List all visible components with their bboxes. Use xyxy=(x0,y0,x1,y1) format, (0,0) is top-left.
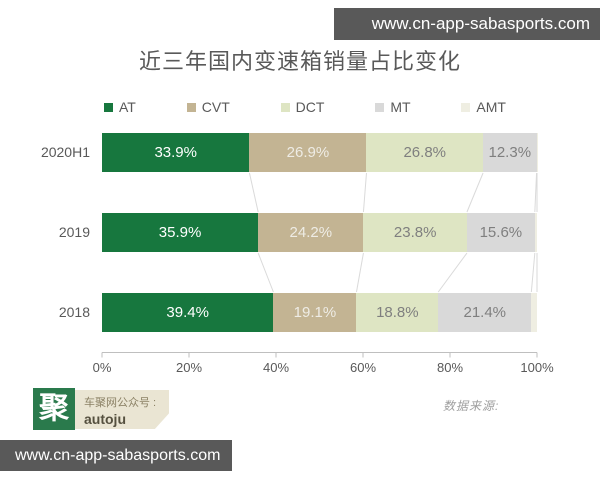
row-label-2019: 2019 xyxy=(58,224,90,240)
autoju-logo: 聚 xyxy=(33,388,75,430)
legend-label: MT xyxy=(390,99,411,115)
legend: AT CVT DCT MT AMT xyxy=(104,99,506,115)
legend-label: AMT xyxy=(476,99,506,115)
bar-segment-value: 18.8% xyxy=(376,304,419,321)
bar-segment-cvt: 24.2% xyxy=(258,213,364,252)
axis-tick-label: 60% xyxy=(349,360,377,375)
bar-segment-mt: 21.4% xyxy=(438,293,532,332)
bar-segment-dct: 18.8% xyxy=(356,293,439,332)
bar-row-2020H1: 33.9% 26.9% 26.8% 12.3% xyxy=(102,133,537,172)
legend-label: AT xyxy=(119,99,136,115)
watermark-top: www.cn-app-sabasports.com xyxy=(334,8,600,40)
row-label-2020H1: 2020H1 xyxy=(40,144,90,160)
bar-segment-mt: 15.6% xyxy=(466,213,535,252)
bar-segment-dct: 26.8% xyxy=(366,133,484,172)
bar-row-2019: 35.9% 24.2% 23.8% 15.6% xyxy=(102,213,537,252)
legend-swatch-icon xyxy=(461,102,471,112)
bar-segment-value: 26.9% xyxy=(286,144,330,161)
bar-segment-at: 39.4% xyxy=(102,293,274,332)
axis-tick-label: 100% xyxy=(520,360,554,375)
bar-segment-value: 33.9% xyxy=(154,144,197,161)
axis-tick-label: 40% xyxy=(262,360,290,375)
bar-segment-value: 26.8% xyxy=(403,144,447,161)
source-label: 数据来源: xyxy=(443,399,500,413)
legend-swatch-icon xyxy=(104,102,113,112)
bar-segment-at: 35.9% xyxy=(102,213,259,252)
legend-item-amt: AMT xyxy=(461,99,506,115)
bar-segment-amt xyxy=(534,213,537,252)
legend-item-at: AT xyxy=(104,99,136,115)
legend-swatch-icon xyxy=(375,102,385,112)
bar-row-2018: 39.4% 19.1% 18.8% 21.4% xyxy=(102,293,537,332)
bar-segment-value: 39.4% xyxy=(166,304,209,321)
account-tag: 车聚网公众号 : autoju xyxy=(75,390,169,429)
bar-segment-value: 23.8% xyxy=(393,224,437,241)
legend-item-dct: DCT xyxy=(280,99,325,115)
bar-segment-value: 24.2% xyxy=(289,224,333,241)
bar-segment-dct: 23.8% xyxy=(363,213,467,252)
bar-segment-value: 15.6% xyxy=(479,224,523,241)
legend-label: CVT xyxy=(201,99,230,115)
bar-segment-cvt: 19.1% xyxy=(273,293,357,332)
account-name: autoju xyxy=(84,411,126,427)
legend-item-cvt: CVT xyxy=(186,99,230,115)
legend-swatch-icon xyxy=(280,102,290,112)
account-label: 车聚网公众号 : xyxy=(84,397,157,409)
legend-swatch-icon xyxy=(186,102,196,112)
bar-segment-value: 35.9% xyxy=(158,224,202,241)
watermark-bottom: www.cn-app-sabasports.com xyxy=(0,440,232,471)
logo-glyph-icon: 聚 xyxy=(39,392,69,425)
bar-segment-value: 12.3% xyxy=(488,144,532,161)
bar-segment-value: 19.1% xyxy=(293,304,337,321)
legend-label: DCT xyxy=(295,99,325,115)
axis-tick-label: 20% xyxy=(175,360,203,375)
row-label-2018: 2018 xyxy=(58,304,90,320)
bar-segment-mt: 12.3% xyxy=(483,133,537,172)
bar-segment-cvt: 26.9% xyxy=(249,133,367,172)
axis-tick-label: 80% xyxy=(436,360,464,375)
bar-segment-value: 21.4% xyxy=(463,304,507,321)
legend-item-mt: MT xyxy=(375,99,411,115)
chart-title: 近三年国内变速箱销量占比变化 xyxy=(138,49,461,74)
bar-segment-at: 33.9% xyxy=(102,133,250,172)
bar-segment-amt xyxy=(531,293,537,332)
axis-tick-label: 0% xyxy=(92,360,112,375)
